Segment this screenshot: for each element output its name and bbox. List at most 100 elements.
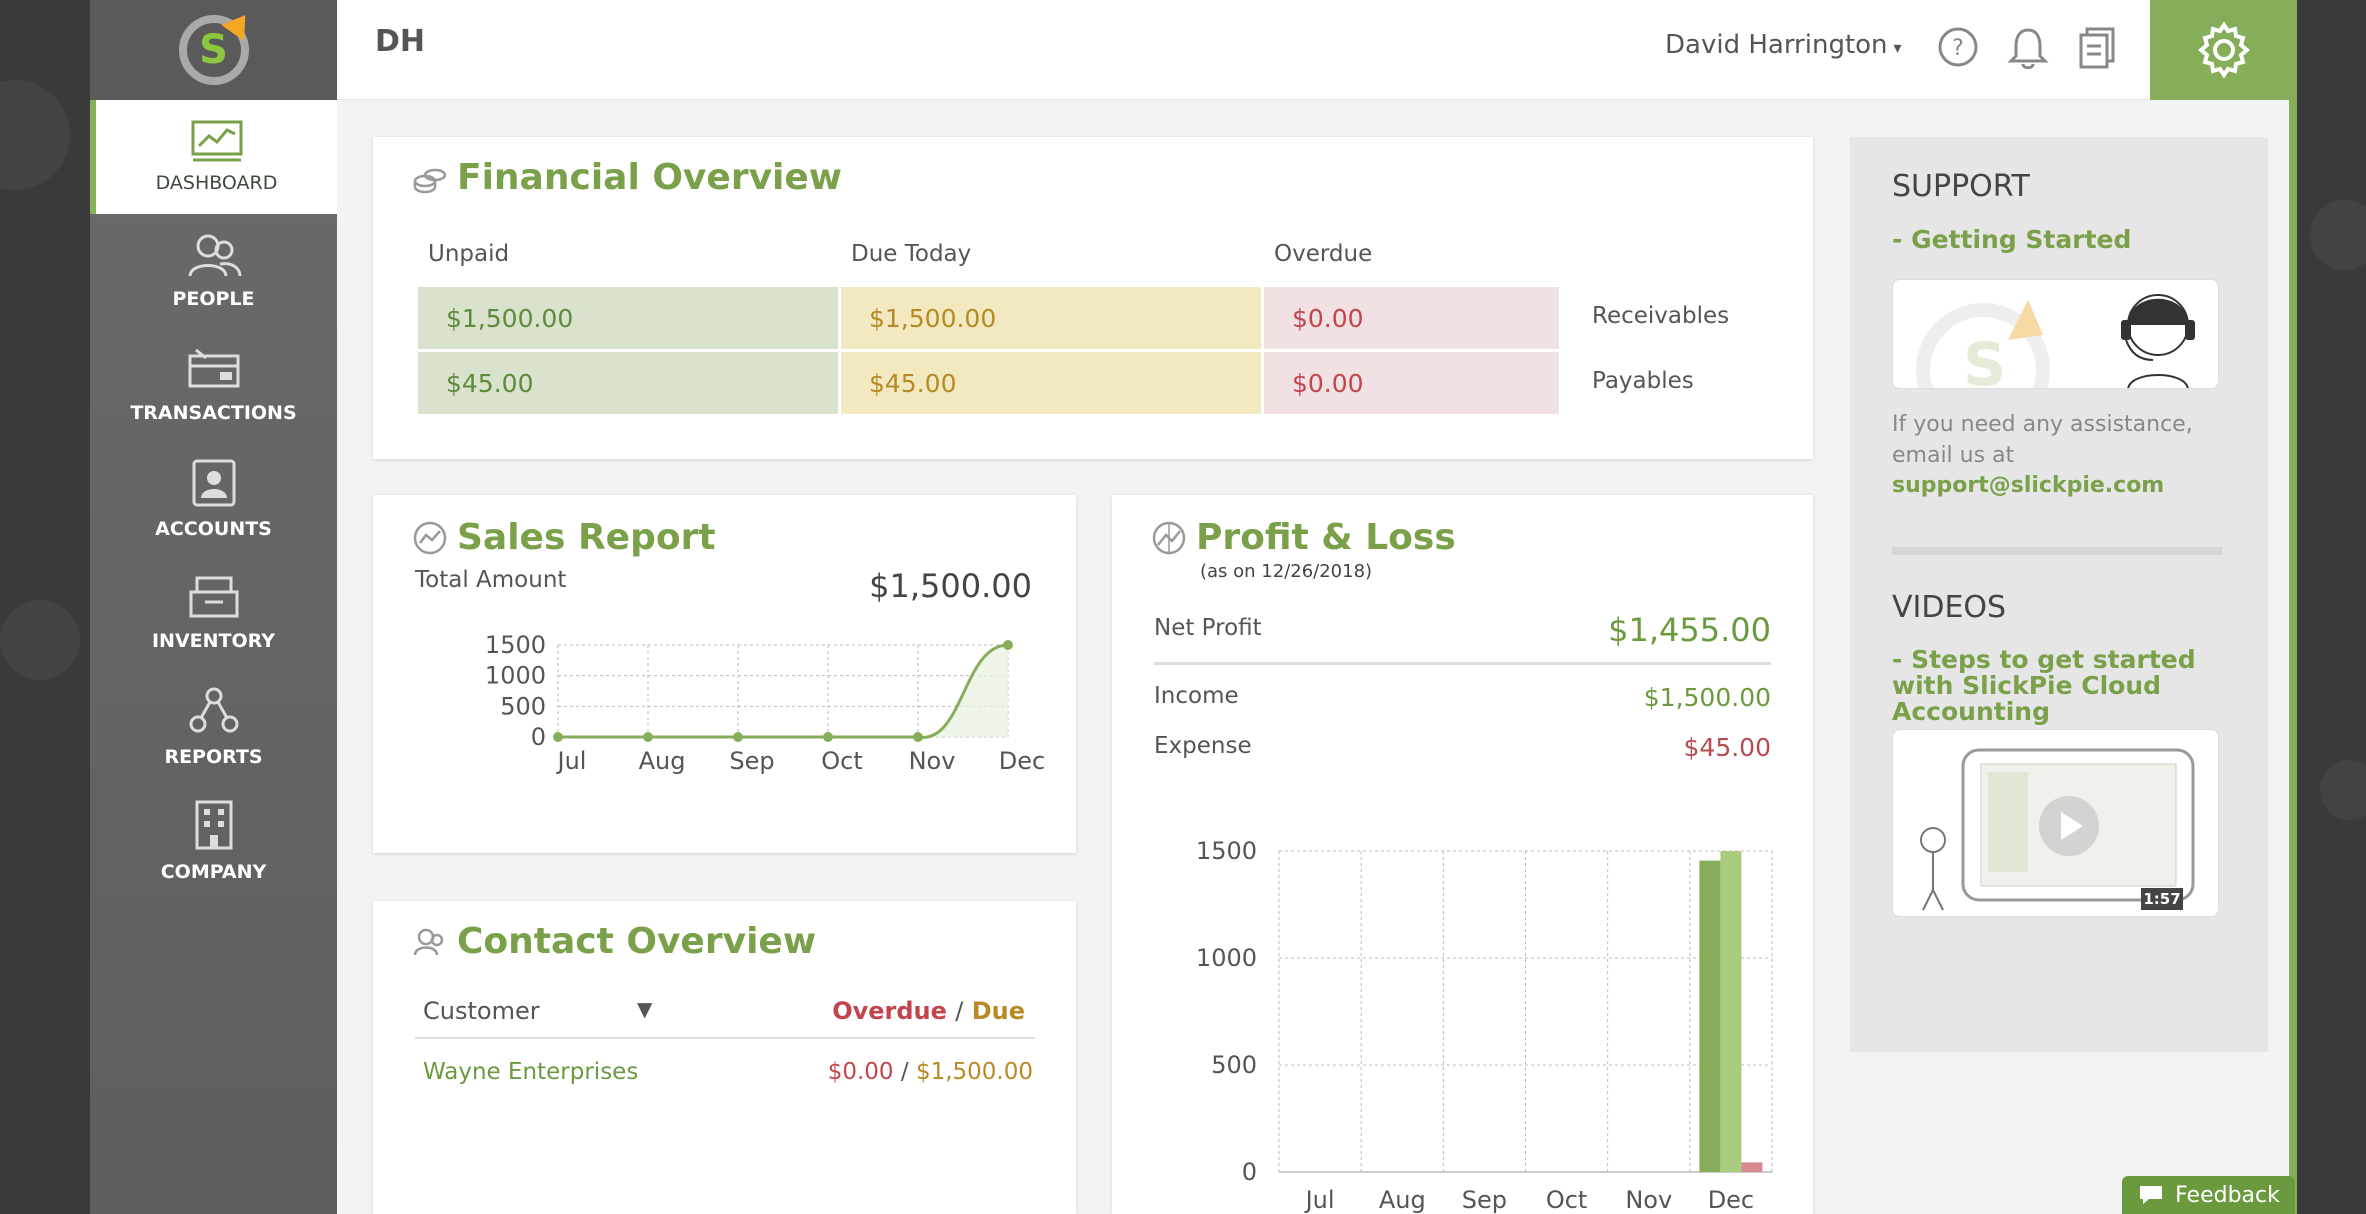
column-header: Unpaid [428, 241, 510, 267]
slickpie-logo-icon: S [178, 6, 257, 85]
company-initials: DH [375, 24, 426, 59]
company-building-icon [195, 800, 232, 850]
app-logo[interactable]: S [90, 0, 337, 100]
net-profit-row: Net Profit $1,455.00 [1154, 611, 1771, 665]
gear-icon [2197, 21, 2250, 79]
expense-row: Expense $45.00 [1154, 733, 1771, 762]
sidebar-item-label: DASHBOARD [155, 172, 278, 194]
data-point [1003, 640, 1013, 650]
contact-header-row: Customer ▼ Overdue / Due [415, 993, 1035, 1039]
help-icon[interactable]: ? [1937, 26, 1979, 68]
total-amount-value: $1,500.00 [869, 567, 1032, 605]
feedback-button[interactable]: Feedback [2122, 1176, 2295, 1214]
card-title: Contact Overview [457, 921, 817, 962]
dropdown-triangle-icon: ▼ [637, 997, 653, 1021]
data-point [823, 732, 833, 742]
documents-icon[interactable] [2077, 26, 2117, 70]
x-tick-label: Aug [639, 747, 686, 775]
contact-overdue-amount: $0.00 [827, 1059, 894, 1085]
amount-separator: / [900, 1059, 909, 1085]
total-amount-label: Total Amount [415, 567, 567, 593]
payables-overdue-cell[interactable]: $0.00 [1264, 352, 1559, 414]
background-decoration [2320, 760, 2366, 820]
sidebar-item-transactions[interactable]: TRANSACTIONS [90, 328, 337, 442]
y-tick-label: 500 [1211, 1051, 1257, 1079]
inventory-icon [189, 576, 238, 618]
y-tick-label: 1000 [485, 662, 546, 690]
coins-icon [413, 168, 447, 193]
customer-filter-label: Customer [423, 997, 540, 1025]
net-profit-label: Net Profit [1154, 615, 1262, 641]
video-thumbnail[interactable]: 1:57 [1892, 729, 2219, 917]
tablet-video-illustration: 1:57 [1920, 748, 2195, 911]
data-point [733, 732, 743, 742]
customer-filter-dropdown[interactable]: Customer ▼ [423, 997, 663, 1025]
caret-down-icon: ▾ [1893, 38, 1902, 57]
sidebar-item-label: ACCOUNTS [155, 518, 272, 540]
card-title: Financial Overview [457, 157, 843, 198]
contact-overview-card: Contact Overview Customer ▼ Overdue / Du… [373, 901, 1076, 1214]
support-email-link[interactable]: support@slickpie.com [1892, 473, 2165, 498]
x-tick-label: Sep [1462, 1186, 1507, 1214]
income-value: $1,500.00 [1643, 683, 1771, 712]
series-line [558, 643, 1009, 739]
x-tick-label: Oct [1546, 1186, 1588, 1214]
expense-value: $45.00 [1683, 733, 1771, 762]
y-tick-label: 1500 [1196, 837, 1257, 865]
sidebar-item-people[interactable]: PEOPLE [90, 214, 337, 328]
header-separator: / [955, 997, 964, 1025]
profit-loss-bar-chart: 0 500 1000 1500 Jul Aug Sep Oct Nov Dec [1196, 837, 1773, 1214]
chat-bubble-icon [2140, 1186, 2163, 1204]
sidebar-item-label: REPORTS [164, 746, 263, 768]
sidebar-item-accounts[interactable]: ACCOUNTS [90, 442, 337, 556]
right-accent-strip [2289, 100, 2297, 1214]
table-row[interactable]: Wayne Enterprises $0.00 / $1,500.00 [423, 1059, 1035, 1095]
sidebar-item-dashboard[interactable]: DASHBOARD [90, 100, 337, 214]
divider [1892, 547, 2222, 555]
x-tick-label: Sep [729, 747, 774, 775]
x-tick-label: Nov [1625, 1186, 1672, 1214]
support-panel: SUPPORT - Getting Started S If you need … [1850, 137, 2268, 1052]
data-point [553, 732, 563, 742]
videos-heading: VIDEOS [1892, 590, 2007, 625]
profit-loss-card: Profit & Loss (as on 12/26/2018) Net Pro… [1112, 495, 1813, 1214]
support-heading: SUPPORT [1892, 169, 2030, 204]
contact-due-amount: $1,500.00 [915, 1059, 1033, 1085]
receivables-label: Receivables [1592, 303, 1730, 329]
sales-report-card: Sales Report Total Amount $1,500.00 0 500… [373, 495, 1076, 853]
sidebar-item-reports[interactable]: REPORTS [90, 670, 337, 784]
video-duration: 1:57 [2143, 890, 2180, 908]
settings-button[interactable] [2150, 0, 2297, 100]
support-agent-image: S [1892, 279, 2219, 389]
contact-name-link[interactable]: Wayne Enterprises [423, 1059, 639, 1085]
dashboard-chart-icon [191, 120, 242, 162]
user-name: David Harrington [1665, 30, 1888, 60]
as-on-date: (as on 12/26/2018) [1200, 561, 1373, 582]
series-area [558, 645, 1008, 738]
sidebar-item-company[interactable]: COMPANY [90, 784, 337, 898]
overdue-header: Overdue [832, 997, 947, 1025]
sidebar-item-label: TRANSACTIONS [130, 402, 297, 424]
data-point [913, 732, 923, 742]
sidebar: S DASHBOARD PEOPLE TRANSACTIONS [90, 0, 337, 1214]
payables-due-today-cell[interactable]: $45.00 [841, 352, 1261, 414]
getting-started-link[interactable]: - Getting Started [1892, 225, 2132, 254]
x-tick-label: Dec [1708, 1186, 1754, 1214]
user-menu[interactable]: David Harrington ▾ [1665, 30, 1902, 60]
background-decoration [0, 80, 70, 190]
receivables-due-today-cell[interactable]: $1,500.00 [841, 287, 1261, 349]
video-link[interactable]: - Steps to get started with SlickPie Clo… [1892, 645, 2196, 726]
globe-chart-icon [1152, 521, 1186, 554]
due-header: Due [971, 997, 1025, 1025]
receivables-overdue-cell[interactable]: $0.00 [1264, 287, 1559, 349]
payables-unpaid-cell[interactable]: $45.00 [418, 352, 838, 414]
sidebar-item-label: INVENTORY [151, 630, 276, 652]
notifications-bell-icon[interactable] [2007, 26, 2049, 70]
expense-label: Expense [1154, 733, 1252, 759]
receivables-unpaid-cell[interactable]: $1,500.00 [418, 287, 838, 349]
income-label: Income [1154, 683, 1239, 709]
sidebar-item-inventory[interactable]: INVENTORY [90, 556, 337, 670]
y-tick-label: 1000 [1196, 944, 1257, 972]
card-title: Profit & Loss [1196, 517, 1456, 558]
accounts-icon [192, 459, 235, 507]
